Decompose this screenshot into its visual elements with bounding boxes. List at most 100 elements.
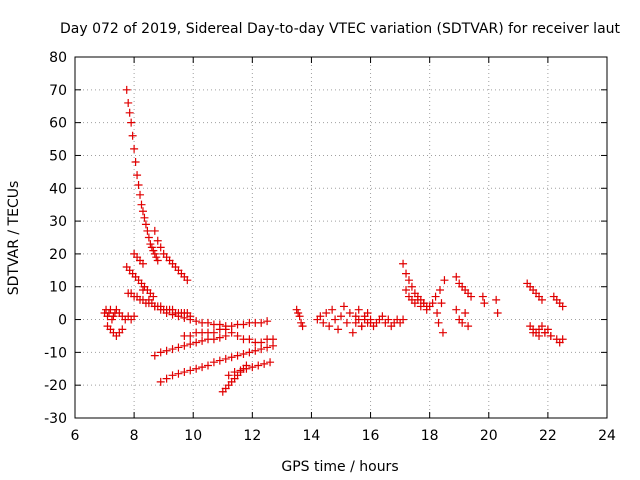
data-point-arc-neg20 bbox=[269, 341, 278, 350]
data-point-arc-decay bbox=[180, 313, 189, 322]
data-point-arc-15 bbox=[342, 318, 351, 327]
x-axis-label: GPS time / hours bbox=[281, 459, 398, 475]
data-point-arc-neg20 bbox=[263, 343, 272, 352]
data-point-arc-neg17 bbox=[230, 368, 239, 377]
data-point-arc-decay bbox=[174, 312, 183, 321]
data-point-arc-neg20 bbox=[186, 366, 195, 375]
y-tick-label: 70 bbox=[49, 83, 67, 99]
data-point-arc-22 bbox=[546, 331, 555, 340]
data-point-arc-19b bbox=[458, 318, 467, 327]
data-point-arc-17 bbox=[404, 276, 413, 285]
data-point-arc-neg20 bbox=[162, 374, 171, 383]
data-point-arc-17b bbox=[402, 286, 411, 295]
data-point-arc-13 bbox=[292, 305, 301, 314]
y-tick-label: -30 bbox=[44, 411, 67, 427]
data-point-arc-upper bbox=[153, 236, 162, 245]
data-point-arc-17b bbox=[428, 299, 437, 308]
data-point-arc-neg10 bbox=[221, 331, 230, 340]
data-point-arc-peak bbox=[125, 108, 134, 117]
data-point-arc-16b bbox=[384, 315, 393, 324]
data-point-arc-16b bbox=[399, 315, 408, 324]
x-tick-label: 14 bbox=[303, 428, 321, 444]
data-point-arc-16b bbox=[378, 312, 387, 321]
data-point-arc-15 bbox=[328, 305, 337, 314]
data-point-arc-neg5 bbox=[186, 331, 195, 340]
data-point-arc-peak bbox=[134, 180, 143, 189]
data-point-arc-neg10 bbox=[174, 343, 183, 352]
plot-frame bbox=[74, 56, 608, 419]
y-tick-label: 20 bbox=[49, 247, 67, 263]
data-point-arc-15 bbox=[331, 315, 340, 324]
data-point-arc-16 bbox=[149, 292, 158, 301]
y-tick-label: 80 bbox=[49, 50, 67, 66]
data-point-arc-neg20 bbox=[227, 353, 236, 362]
data-point-arc-15 bbox=[319, 318, 328, 327]
data-point-arc-neg20 bbox=[192, 364, 201, 373]
data-point-arc-16b bbox=[360, 312, 369, 321]
data-point-arc-18 bbox=[436, 286, 445, 295]
data-point-arc-left-neg bbox=[118, 325, 127, 334]
data-point-arc-15 bbox=[354, 305, 363, 314]
axes-ticks: 6 8 10 12 14 16 18 20 22 24 -30 -20 -10 0 10 20 30 40 50 60… bbox=[44, 50, 616, 444]
data-point-arc-20b bbox=[492, 295, 501, 304]
y-tick-label: 50 bbox=[49, 148, 67, 164]
data-point-arc-decay bbox=[138, 286, 147, 295]
data-point-arc-19b bbox=[464, 322, 473, 331]
chart-title: Day 072 of 2019, Sidereal Day-to-day VTE… bbox=[60, 21, 621, 37]
data-point-arc-19b bbox=[461, 308, 470, 317]
data-point-arc-neg20 bbox=[239, 350, 248, 359]
x-tick-label: 20 bbox=[480, 428, 498, 444]
data-point-arc-peak bbox=[128, 131, 137, 140]
data-point-arc-neg20 bbox=[156, 377, 165, 386]
data-point-arc-neg10 bbox=[162, 346, 171, 355]
data-point-arc-peak bbox=[144, 233, 153, 242]
data-point-arc-22 bbox=[535, 331, 544, 340]
data-point-arc-peak bbox=[124, 98, 133, 107]
data-point-arc-neg17 bbox=[236, 366, 245, 375]
data-point-arc-neg5 bbox=[233, 331, 242, 340]
data-point-arc-neg10 bbox=[186, 340, 195, 349]
y-tick-label: 40 bbox=[49, 181, 67, 197]
data-point-arc-15 bbox=[348, 328, 357, 337]
data-point-arc-decay bbox=[162, 308, 171, 317]
data-point-arc-neg10 bbox=[192, 338, 201, 347]
data-point-arc-20b bbox=[480, 299, 489, 308]
data-point-arc-18 bbox=[437, 299, 446, 308]
data-point-arc-peak bbox=[136, 190, 145, 199]
data-point-arc-18 bbox=[438, 328, 447, 337]
data-point-arc-neg10 bbox=[209, 335, 218, 344]
data-point-arc-decay bbox=[150, 302, 159, 311]
data-point-arc-neg17 bbox=[242, 364, 251, 373]
data-point-arc-peak bbox=[130, 144, 139, 153]
data-point-arc-22c bbox=[558, 335, 567, 344]
data-point-arc-neg20 bbox=[233, 351, 242, 360]
data-point-arc-neg20 bbox=[257, 345, 266, 354]
data-point-arc-neg17 bbox=[248, 363, 257, 372]
data-point-arc-16b bbox=[366, 315, 375, 324]
x-tick-label: 6 bbox=[71, 428, 80, 444]
x-tick-label: 22 bbox=[539, 428, 557, 444]
data-point-arc-left-low bbox=[109, 312, 118, 321]
y-tick-label: 10 bbox=[49, 280, 67, 296]
y-tick-label: 60 bbox=[49, 116, 67, 132]
y-tick-label: 0 bbox=[58, 313, 67, 329]
data-point-arc-18 bbox=[440, 276, 449, 285]
data-point-arc-left-low bbox=[107, 315, 116, 324]
x-tick-label: 10 bbox=[184, 428, 202, 444]
data-point-arc-decay bbox=[239, 320, 248, 329]
data-point-arc-neg20 bbox=[209, 358, 218, 367]
data-point-arc-decay bbox=[257, 318, 266, 327]
data-point-arc-15 bbox=[345, 308, 354, 317]
data-point-arc-22 bbox=[529, 328, 538, 337]
data-point-arc-17b bbox=[413, 295, 422, 304]
data-point-arc-15 bbox=[334, 325, 343, 334]
data-point-arc-peak bbox=[133, 171, 142, 180]
data-point-arc-15 bbox=[316, 312, 325, 321]
data-point-arc-peak bbox=[143, 226, 152, 235]
x-tick-label: 12 bbox=[243, 428, 261, 444]
data-point-arc-decay bbox=[168, 310, 177, 319]
data-point-arc-peak bbox=[146, 240, 155, 249]
data-point-arc-neg10 bbox=[150, 351, 159, 360]
data-point-arc-left-low bbox=[130, 312, 139, 321]
